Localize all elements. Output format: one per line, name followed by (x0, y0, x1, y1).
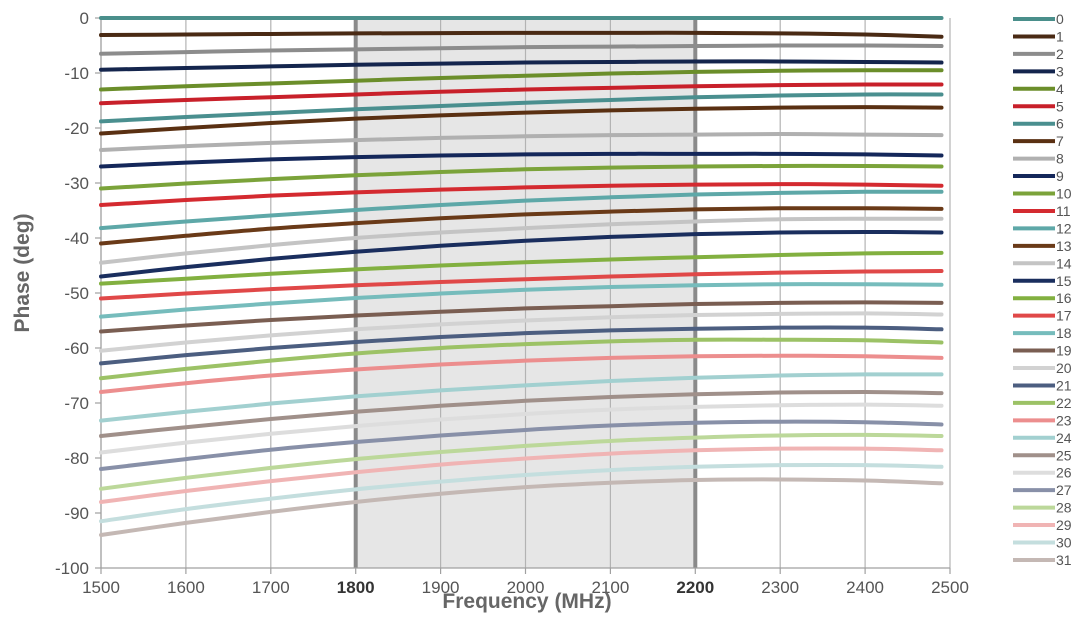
x-tick-label-1600: 1600 (167, 578, 205, 597)
y-tick-label--10: -10 (64, 64, 89, 83)
series-line-9 (99, 151, 944, 169)
legend-label-27: 27 (1056, 482, 1072, 498)
legend-label-30: 30 (1056, 535, 1072, 551)
series-line-29 (99, 446, 944, 504)
legend-label-9: 9 (1056, 168, 1064, 184)
legend-label-16: 16 (1056, 290, 1072, 306)
series-line-11 (99, 182, 944, 207)
x-axis-title: Frequency (MHz) (442, 590, 611, 613)
legend-label-2: 2 (1056, 46, 1064, 62)
series-line-31 (99, 477, 944, 537)
legend-label-3: 3 (1056, 63, 1064, 79)
legend-label-7: 7 (1056, 133, 1064, 149)
legend-label-29: 29 (1056, 517, 1072, 533)
series-line-22 (99, 337, 944, 381)
legend-label-1: 1 (1056, 28, 1064, 44)
x-tick-labels: 1500 1600 1700 1800 1900 2000 2100 2200 2300 2400… (82, 578, 969, 597)
legend-label-22: 22 (1056, 395, 1072, 411)
series-line-2 (99, 43, 944, 56)
y-tick-label-0: 0 (80, 9, 89, 28)
y-axis-title: Phase (deg) (11, 213, 34, 332)
x-tick-label-1500: 1500 (82, 578, 120, 597)
series-line-10 (99, 163, 944, 191)
legend-label-17: 17 (1056, 308, 1072, 324)
series-line-19 (99, 300, 944, 334)
y-tick-label--20: -20 (64, 119, 89, 138)
series-line-1 (99, 30, 944, 39)
legend-label-14: 14 (1056, 255, 1072, 271)
legend: 0123456789101112131415161718192021222324… (1013, 11, 1072, 568)
legend-label-15: 15 (1056, 273, 1072, 289)
y-tick-label--50: -50 (64, 284, 89, 303)
legend-label-13: 13 (1056, 238, 1072, 254)
x-tick-label-1700: 1700 (252, 578, 290, 597)
x-tick-label-2400: 2400 (846, 578, 884, 597)
series-line-3 (99, 59, 944, 72)
series-line-21 (99, 325, 944, 366)
legend-label-23: 23 (1056, 412, 1072, 428)
legend-label-20: 20 (1056, 360, 1072, 376)
series-line-5 (99, 82, 944, 106)
legend-label-25: 25 (1056, 447, 1072, 463)
legend-label-10: 10 (1056, 186, 1072, 202)
legend-label-19: 19 (1056, 343, 1072, 359)
series-line-23 (99, 353, 944, 394)
y-tick-label--100: -100 (55, 559, 89, 578)
series-line-30 (99, 462, 944, 524)
legend-label-5: 5 (1056, 98, 1064, 114)
legend-label-18: 18 (1056, 325, 1072, 341)
series-line-16 (99, 250, 944, 286)
x-tick-label-2200: 2200 (676, 578, 714, 597)
series-line-27 (99, 419, 944, 471)
series-line-12 (99, 189, 944, 231)
y-tick-label--30: -30 (64, 174, 89, 193)
y-tick-label--90: -90 (64, 504, 89, 523)
series-line-26 (99, 402, 944, 455)
x-tick-label-1900: 1900 (422, 578, 460, 597)
x-tick-label-2100: 2100 (591, 578, 629, 597)
x-tick-label-1800: 1800 (337, 578, 375, 597)
series-line-15 (99, 229, 944, 279)
x-tick-label-2300: 2300 (761, 578, 799, 597)
series-line-17 (99, 269, 944, 301)
legend-label-4: 4 (1056, 81, 1064, 97)
series-line-24 (99, 372, 944, 423)
series-line-13 (99, 206, 944, 246)
series-line-28 (99, 432, 944, 491)
series-lines (99, 15, 944, 537)
legend-label-21: 21 (1056, 377, 1072, 393)
y-tick-label--80: -80 (64, 449, 89, 468)
legend-label-28: 28 (1056, 500, 1072, 516)
legend-label-12: 12 (1056, 220, 1072, 236)
series-line-6 (99, 92, 944, 124)
legend-label-31: 31 (1056, 552, 1072, 568)
series-line-20 (99, 311, 944, 353)
series-line-25 (99, 389, 944, 438)
series-line-8 (99, 132, 944, 152)
y-tick-label--70: -70 (64, 394, 89, 413)
legend-label-26: 26 (1056, 465, 1072, 481)
x-tick-label-2500: 2500 (931, 578, 969, 597)
series-line-7 (99, 105, 944, 136)
series-line-4 (99, 68, 944, 92)
y-tick-labels: 0 -10 -20 -30 -40 -50 -60 -70 -80 -90 -100 (55, 9, 89, 578)
y-tick-label--40: -40 (64, 229, 89, 248)
legend-label-11: 11 (1056, 203, 1071, 219)
series-line-14 (99, 216, 944, 265)
x-tick-label-2000: 2000 (507, 578, 545, 597)
legend-label-6: 6 (1056, 116, 1064, 132)
legend-label-0: 0 (1056, 11, 1064, 27)
series-line-18 (99, 282, 944, 319)
legend-label-24: 24 (1056, 430, 1072, 446)
legend-label-8: 8 (1056, 151, 1064, 167)
axes (95, 17, 951, 574)
y-tick-label--60: -60 (64, 339, 89, 358)
